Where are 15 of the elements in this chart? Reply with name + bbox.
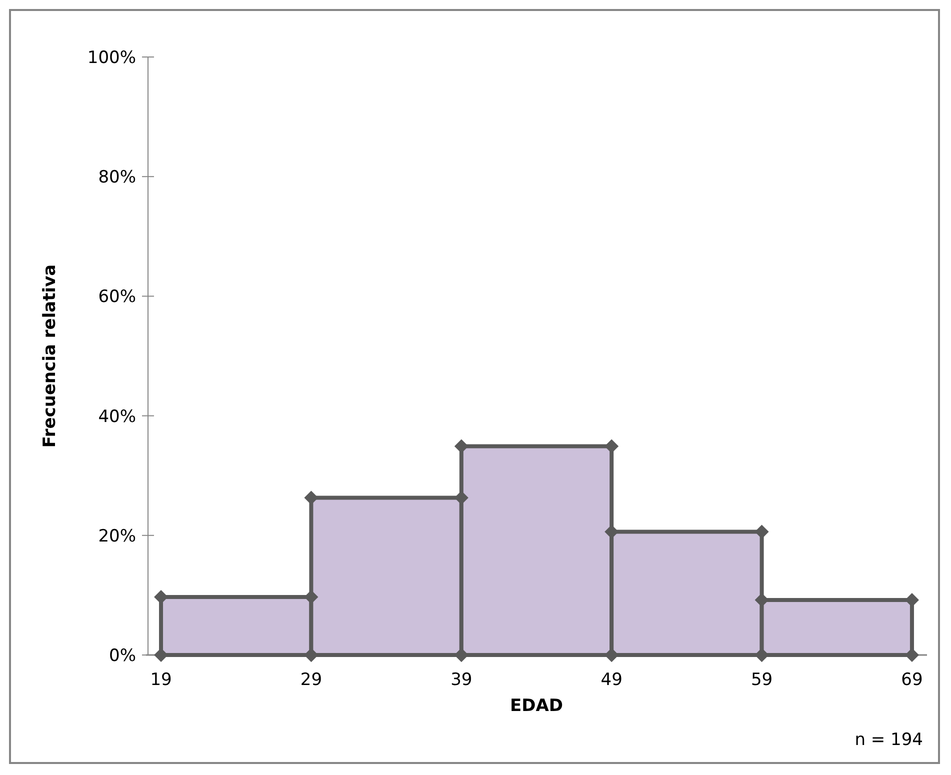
x-tick-label: 49 (600, 670, 622, 690)
x-tick-label: 19 (150, 670, 172, 690)
y-axis-title: Frecuencia relativa (40, 264, 60, 448)
y-tick-label: 40% (98, 406, 136, 427)
x-tick-label: 69 (901, 670, 923, 690)
text: n = 194 (854, 730, 923, 750)
x-tick-label: 59 (750, 670, 773, 690)
y-tick-label: 80% (98, 168, 136, 188)
x-axis-title: EDAD (510, 696, 563, 716)
x-tick-label: 39 (450, 670, 472, 690)
y-tick-label: 60% (98, 287, 136, 308)
y-tick-label: 0% (109, 646, 136, 666)
y-tick-label: 100% (87, 48, 136, 68)
x-tick-label: 29 (300, 670, 322, 690)
y-tick-label: 20% (98, 526, 136, 546)
